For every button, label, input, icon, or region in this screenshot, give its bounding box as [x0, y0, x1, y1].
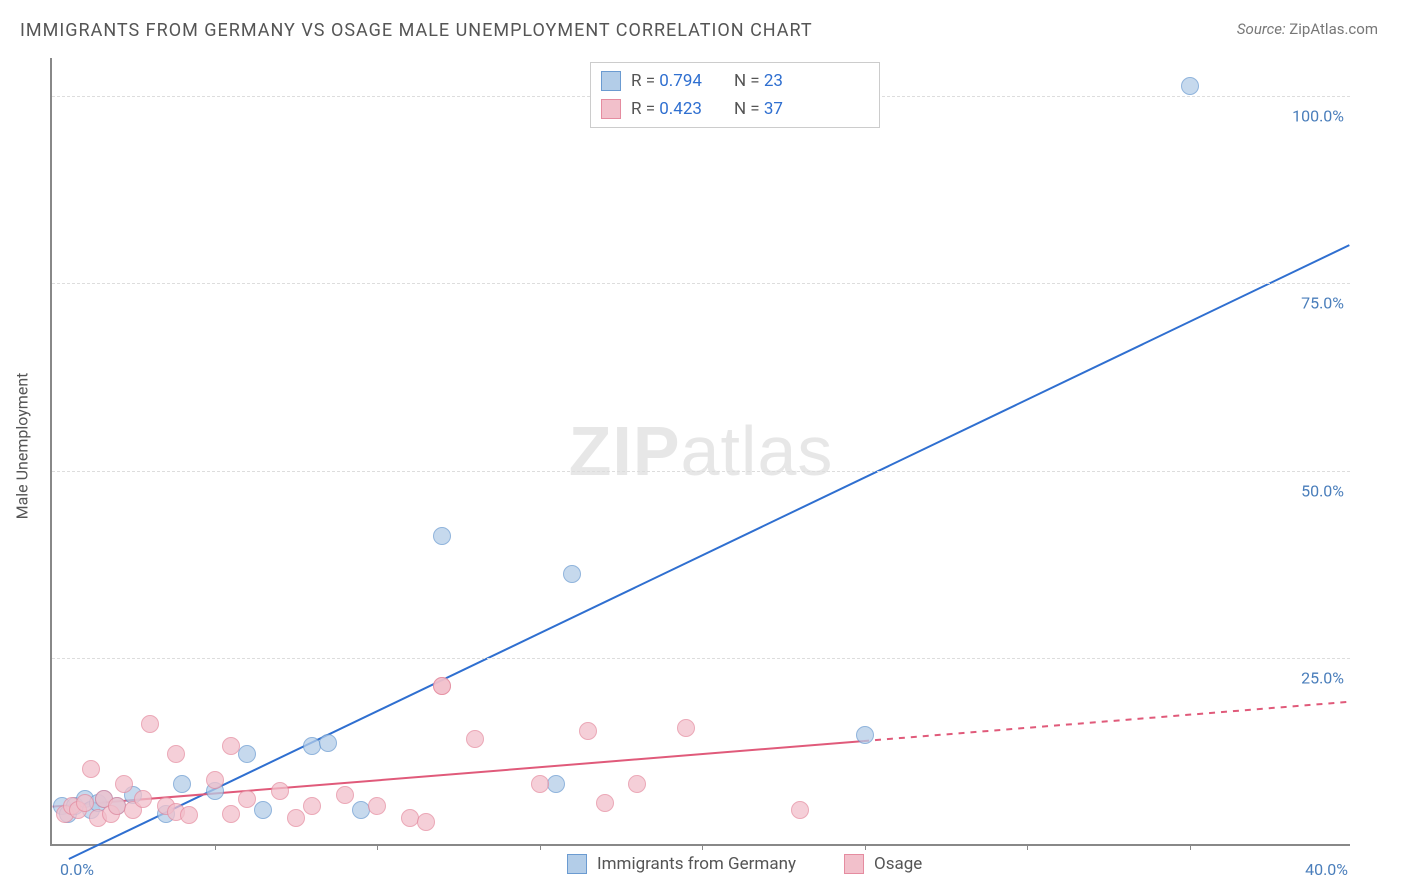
scatter-point: [596, 794, 614, 812]
watermark: ZIPatlas: [569, 411, 834, 491]
scatter-point: [108, 797, 126, 815]
scatter-point: [303, 797, 321, 815]
scatter-point: [115, 775, 133, 793]
scatter-point: [401, 809, 419, 827]
scatter-point: [352, 801, 370, 819]
scatter-point: [271, 782, 289, 800]
regression-lines-svg: [52, 58, 1350, 844]
scatter-point: [206, 771, 224, 789]
series-legend-item: Osage: [844, 854, 922, 874]
scatter-point: [531, 775, 549, 793]
source-label: Source:: [1237, 20, 1286, 38]
x-tick: [377, 844, 378, 850]
legend-swatch: [601, 99, 621, 119]
scatter-point: [238, 745, 256, 763]
scatter-point: [336, 786, 354, 804]
scatter-point: [76, 794, 94, 812]
legend-n-label: N = 23: [734, 71, 783, 91]
x-tick: [1027, 844, 1028, 850]
scatter-point: [417, 813, 435, 831]
x-tick: [1190, 844, 1191, 850]
legend-swatch: [567, 854, 587, 874]
source-attribution: Source: ZipAtlas.com: [1237, 20, 1378, 38]
scatter-point: [791, 801, 809, 819]
gridline: [52, 658, 1350, 659]
x-tick-label: 0.0%: [60, 860, 94, 879]
y-tick-label: 75.0%: [1301, 294, 1344, 313]
scatter-point: [82, 760, 100, 778]
x-tick: [540, 844, 541, 850]
gridline: [52, 471, 1350, 472]
y-tick-label: 25.0%: [1301, 669, 1344, 688]
scatter-point: [287, 809, 305, 827]
y-tick-label: 100.0%: [1292, 106, 1344, 125]
scatter-point: [254, 801, 272, 819]
scatter-point: [238, 790, 256, 808]
legend-n-value: 23: [764, 71, 783, 91]
scatter-point: [222, 805, 240, 823]
legend-r-label: R = 0.794: [631, 71, 702, 91]
x-tick: [702, 844, 703, 850]
legend-r-value: 0.423: [659, 99, 702, 119]
scatter-point: [173, 775, 191, 793]
scatter-point: [368, 797, 386, 815]
plot-area: ZIPatlas 25.0%50.0%75.0%100.0%0.0%40.0%R…: [50, 58, 1350, 846]
x-tick: [865, 844, 866, 850]
scatter-point: [319, 734, 337, 752]
legend-r-label: R = 0.423: [631, 99, 702, 119]
x-tick: [215, 844, 216, 850]
scatter-point: [856, 726, 874, 744]
gridline: [52, 283, 1350, 284]
scatter-point: [303, 737, 321, 755]
watermark-light: atlas: [681, 412, 834, 490]
chart-container: IMMIGRANTS FROM GERMANY VS OSAGE MALE UN…: [0, 0, 1406, 892]
scatter-point: [677, 719, 695, 737]
y-axis-label: Male Unemployment: [13, 373, 32, 520]
x-tick-label: 40.0%: [1305, 860, 1348, 879]
series-legend-item: Immigrants from Germany: [567, 854, 796, 874]
y-tick-label: 50.0%: [1301, 481, 1344, 500]
legend-n-value: 37: [764, 99, 783, 119]
scatter-point: [433, 527, 451, 545]
legend-r-value: 0.794: [659, 71, 702, 91]
legend-row: R = 0.423 N = 37: [601, 95, 869, 123]
legend-n-label: N = 37: [734, 99, 783, 119]
chart-title: IMMIGRANTS FROM GERMANY VS OSAGE MALE UN…: [20, 20, 813, 41]
scatter-point: [579, 722, 597, 740]
watermark-bold: ZIP: [569, 412, 681, 490]
scatter-point: [563, 565, 581, 583]
scatter-point: [433, 677, 451, 695]
scatter-point: [141, 715, 159, 733]
regression-line: [69, 245, 1349, 859]
scatter-point: [134, 790, 152, 808]
scatter-point: [222, 737, 240, 755]
scatter-point: [628, 775, 646, 793]
series-name: Immigrants from Germany: [597, 854, 796, 874]
correlation-legend: R = 0.794 N = 23 R = 0.423 N = 37: [590, 62, 880, 128]
source-value: ZipAtlas.com: [1289, 20, 1378, 38]
legend-swatch: [844, 854, 864, 874]
scatter-point: [180, 806, 198, 824]
scatter-point: [547, 775, 565, 793]
scatter-point: [466, 730, 484, 748]
legend-row: R = 0.794 N = 23: [601, 67, 869, 95]
regression-line: [863, 702, 1349, 741]
series-name: Osage: [874, 854, 922, 874]
legend-swatch: [601, 71, 621, 91]
scatter-point: [167, 745, 185, 763]
scatter-point: [1181, 77, 1199, 95]
